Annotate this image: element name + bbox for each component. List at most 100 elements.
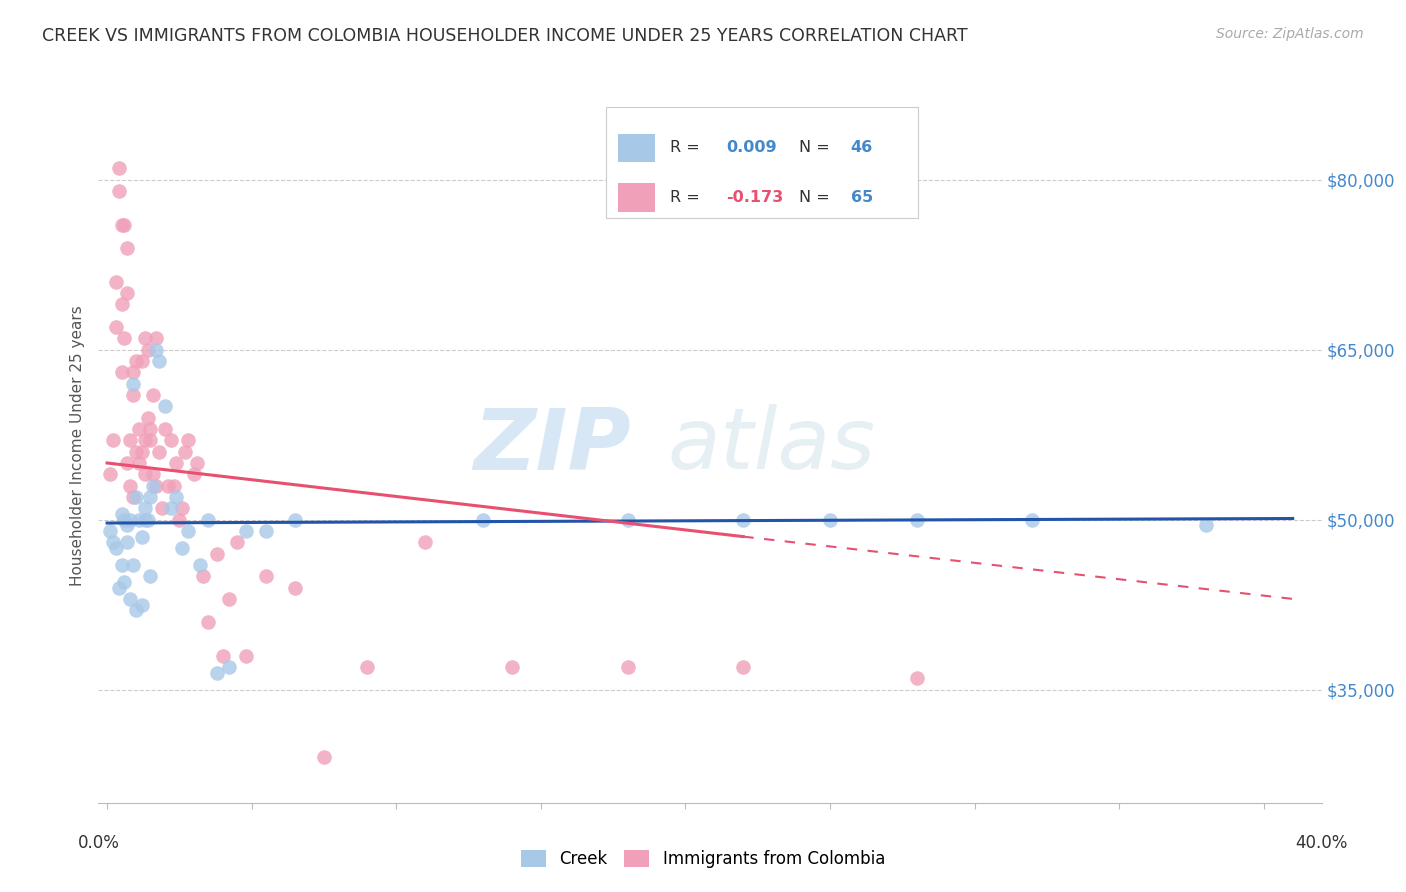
Text: 0.0%: 0.0% bbox=[77, 834, 120, 852]
Text: 65: 65 bbox=[851, 190, 873, 205]
Text: ZIP: ZIP bbox=[472, 404, 630, 488]
Point bbox=[110, 507, 132, 521]
Point bbox=[145, 331, 167, 345]
Point bbox=[142, 467, 165, 482]
Point bbox=[284, 581, 307, 595]
Point bbox=[905, 513, 928, 527]
Point bbox=[122, 365, 145, 379]
Point bbox=[177, 434, 200, 448]
Point bbox=[125, 603, 148, 617]
Point bbox=[120, 434, 142, 448]
Point bbox=[122, 388, 145, 402]
Point bbox=[1021, 513, 1043, 527]
FancyBboxPatch shape bbox=[606, 107, 918, 218]
Point bbox=[139, 569, 162, 583]
Text: atlas: atlas bbox=[668, 404, 875, 488]
Point bbox=[145, 343, 167, 357]
Point bbox=[254, 569, 277, 583]
Point bbox=[101, 535, 124, 549]
Point bbox=[136, 410, 159, 425]
Point bbox=[733, 660, 755, 674]
Point bbox=[125, 444, 148, 458]
Point bbox=[145, 478, 167, 492]
Text: N =: N = bbox=[800, 140, 835, 155]
Point bbox=[166, 456, 188, 470]
Point bbox=[166, 490, 188, 504]
Point bbox=[117, 286, 139, 301]
Point bbox=[235, 524, 257, 538]
Point bbox=[197, 615, 219, 629]
Point bbox=[136, 343, 159, 357]
Point bbox=[177, 524, 200, 538]
Point bbox=[191, 569, 214, 583]
Point bbox=[120, 513, 142, 527]
Point bbox=[107, 161, 129, 176]
Text: Source: ZipAtlas.com: Source: ZipAtlas.com bbox=[1216, 27, 1364, 41]
Point bbox=[501, 660, 523, 674]
Point bbox=[218, 591, 240, 606]
Point bbox=[174, 444, 197, 458]
Point bbox=[172, 501, 194, 516]
Point bbox=[818, 513, 841, 527]
Point bbox=[159, 501, 181, 516]
Point bbox=[104, 320, 127, 334]
Point bbox=[110, 218, 132, 232]
Point bbox=[616, 660, 638, 674]
Point bbox=[159, 434, 181, 448]
Point bbox=[128, 422, 150, 436]
Point bbox=[110, 558, 132, 572]
Text: CREEK VS IMMIGRANTS FROM COLOMBIA HOUSEHOLDER INCOME UNDER 25 YEARS CORRELATION : CREEK VS IMMIGRANTS FROM COLOMBIA HOUSEH… bbox=[42, 27, 967, 45]
Point bbox=[128, 456, 150, 470]
Point bbox=[114, 331, 136, 345]
Point bbox=[205, 665, 228, 680]
Point bbox=[107, 184, 129, 198]
Point bbox=[205, 547, 228, 561]
Point bbox=[110, 297, 132, 311]
Text: 40.0%: 40.0% bbox=[1295, 834, 1348, 852]
Text: N =: N = bbox=[800, 190, 835, 205]
Point bbox=[172, 541, 194, 555]
Bar bbox=[619, 134, 655, 162]
Point bbox=[117, 518, 139, 533]
Point bbox=[136, 513, 159, 527]
Point bbox=[114, 574, 136, 589]
Point bbox=[139, 490, 162, 504]
Point bbox=[114, 513, 136, 527]
Point bbox=[148, 444, 170, 458]
Point bbox=[197, 513, 219, 527]
Point bbox=[120, 478, 142, 492]
Point bbox=[131, 598, 153, 612]
Point bbox=[114, 218, 136, 232]
Point bbox=[122, 490, 145, 504]
Point bbox=[148, 354, 170, 368]
Bar bbox=[619, 184, 655, 212]
Point bbox=[162, 478, 184, 492]
Legend: Creek, Immigrants from Colombia: Creek, Immigrants from Colombia bbox=[515, 843, 891, 875]
Point bbox=[413, 535, 436, 549]
Point bbox=[125, 490, 148, 504]
Y-axis label: Householder Income Under 25 years: Householder Income Under 25 years bbox=[69, 306, 84, 586]
Point bbox=[139, 434, 162, 448]
Point bbox=[122, 558, 145, 572]
Point bbox=[142, 478, 165, 492]
Point bbox=[134, 467, 156, 482]
Point bbox=[153, 400, 176, 414]
Point bbox=[117, 456, 139, 470]
Point bbox=[356, 660, 378, 674]
Point bbox=[226, 535, 249, 549]
Point bbox=[110, 365, 132, 379]
Point bbox=[122, 376, 145, 391]
Point bbox=[284, 513, 307, 527]
Point bbox=[183, 467, 205, 482]
Point bbox=[472, 513, 495, 527]
Point bbox=[120, 591, 142, 606]
Point bbox=[134, 513, 156, 527]
Point bbox=[117, 535, 139, 549]
Point bbox=[134, 331, 156, 345]
Point bbox=[235, 648, 257, 663]
Point bbox=[733, 513, 755, 527]
Text: R =: R = bbox=[669, 190, 704, 205]
Point bbox=[139, 422, 162, 436]
Point bbox=[312, 750, 335, 764]
Point bbox=[188, 558, 211, 572]
